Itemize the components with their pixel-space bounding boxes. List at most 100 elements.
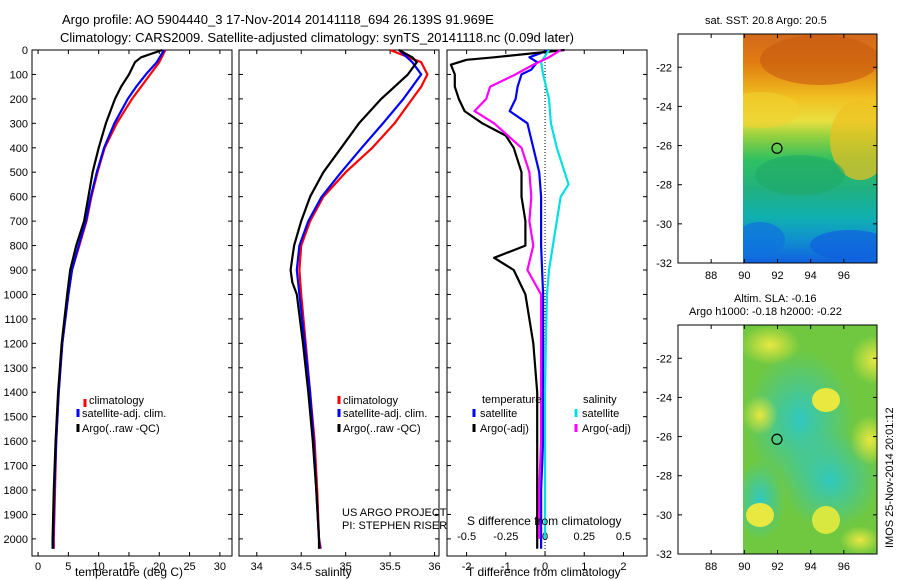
depth-tick-label: 1200 <box>4 338 28 350</box>
series-satellite-line <box>52 49 166 549</box>
x-tick-label: 5 <box>65 561 71 573</box>
map-x-tick-label: 92 <box>771 270 783 282</box>
map-y-tick-label: -30 <box>656 510 672 522</box>
legend-climatology-label: climatology <box>343 395 399 407</box>
x-tick-label: 34 <box>251 561 263 573</box>
temperature-panel-frame <box>31 49 233 557</box>
depth-axis: 0 100 200 300 400 500 600 700 800 900 1000 1100 1200… <box>4 45 28 546</box>
depth-tick-label: 300 <box>10 118 28 130</box>
sla-yellow-blob <box>850 335 877 385</box>
depth-tick-label: 500 <box>10 167 28 179</box>
temperature-legend: climatology satellite-adj. clim. Argo(..… <box>76 395 166 435</box>
map-y-tick-label: -22 <box>656 353 672 365</box>
depth-tick-label: 1400 <box>4 387 28 399</box>
sla-yellow-blob <box>743 325 800 365</box>
x-tick-label: 35 <box>340 561 352 573</box>
x-tick-label: 10 <box>93 561 105 573</box>
depth-tick-label: 700 <box>10 216 28 228</box>
argo-position-marker <box>771 142 783 154</box>
legend-salinity-heading: salinity <box>583 394 617 406</box>
salinity-legend: climatology satellite-adj. clim. Argo(..… <box>337 395 427 435</box>
map-y-tick-label: -30 <box>656 219 672 231</box>
legend-satellite-label: satellite-adj. clim. <box>82 408 166 420</box>
depth-tick-label: 1000 <box>4 289 28 301</box>
series-climatology-line <box>298 48 429 549</box>
legend-climatology-label: climatology <box>89 395 145 407</box>
legend-argo-label: Argo(..raw -QC) <box>82 423 160 435</box>
x-tick-label: 15 <box>123 561 135 573</box>
legend-s-satellite-label: satellite <box>582 408 619 420</box>
series-climatology-line <box>52 49 167 549</box>
map-x-tick-label: 96 <box>838 561 850 573</box>
x-tick-label: 0 <box>35 561 41 573</box>
argo-position-marker <box>771 433 783 445</box>
depth-tick-label: 1500 <box>4 412 28 424</box>
s-tick-label: -0.5 <box>457 531 476 543</box>
legend-temperature-heading: temperature <box>482 394 541 406</box>
series-argo-line <box>289 49 418 549</box>
salinity-plot: 34 34.5 35 35.5 36 <box>239 48 441 573</box>
sst-map-axes: 88 90 92 94 96 -22 -24 -26 -28 -30 -32 <box>656 34 877 282</box>
s-tick-label: 0.25 <box>574 531 595 543</box>
map-x-tick-label: 88 <box>705 270 717 282</box>
sst-blue-patch <box>810 230 877 260</box>
sst-warm-patch <box>760 35 877 85</box>
sst-blue-patch <box>743 222 785 258</box>
sst-yellow-patch <box>830 100 877 180</box>
s-tick-label: 0.5 <box>616 531 631 543</box>
map-x-tick-label: 90 <box>738 561 750 573</box>
map-y-tick-label: -32 <box>656 549 672 561</box>
legend-satellite-label: satellite-adj. clim. <box>343 408 427 420</box>
depth-tick-label: 1900 <box>4 509 28 521</box>
x-tick-label: 30 <box>214 561 226 573</box>
sla-yellow-blob <box>850 415 877 465</box>
salinity-panel-frame <box>238 49 440 557</box>
sla-yellow-blob <box>812 388 840 412</box>
series-s-satellite-line <box>539 49 570 539</box>
depth-tick-label: 1700 <box>4 461 28 473</box>
x-tick-label: -2 <box>462 561 472 573</box>
difference-xlabel: T difference from climatology <box>467 565 621 579</box>
map-y-tick-label: -26 <box>656 141 672 153</box>
sla-yellow-blob <box>743 395 778 435</box>
depth-tick-label: 400 <box>10 143 28 155</box>
depth-tick-label: 0 <box>22 45 28 57</box>
x-tick-label: 25 <box>183 561 195 573</box>
map-y-tick-label: -32 <box>656 258 672 270</box>
legend-s-argo-label: Argo(-adj) <box>582 423 631 435</box>
sla-map-field <box>743 325 877 554</box>
x-tick-label: 0 <box>542 561 548 573</box>
map-y-tick-label: -28 <box>656 471 672 483</box>
depth-tick-label: 1600 <box>4 436 28 448</box>
map-y-tick-label: -24 <box>656 392 672 404</box>
legend-t-argo-label: Argo(-adj) <box>480 423 529 435</box>
map-x-tick-label: 94 <box>805 561 817 573</box>
map-x-tick-label: 94 <box>805 270 817 282</box>
series-t-argo-line <box>449 48 565 549</box>
map-y-tick-label: -24 <box>656 101 672 113</box>
depth-tick-label: 200 <box>10 94 28 106</box>
map-x-tick-label: 88 <box>705 561 717 573</box>
map-y-tick-label: -22 <box>656 62 672 74</box>
depth-tick-label: 800 <box>10 241 28 253</box>
difference-xlabel-top: S difference from climatology <box>467 514 622 528</box>
x-tick-label: 34.5 <box>291 561 312 573</box>
series-argo-line <box>51 48 163 549</box>
sla-map-title-line1: Altim. SLA: -0.16 <box>734 293 817 305</box>
sst-green-patch <box>755 155 845 195</box>
sst-map-field <box>743 34 877 263</box>
difference-legend: temperature salinity satellite Argo(-adj… <box>472 394 631 435</box>
depth-tick-label: 1800 <box>4 485 28 497</box>
depth-tick-label: 1100 <box>4 314 28 326</box>
depth-tick-label: 600 <box>10 192 28 204</box>
map-x-tick-label: 90 <box>738 270 750 282</box>
figure-title-line1: Argo profile: AO 5904440_3 17-Nov-2014 2… <box>62 12 494 27</box>
legend-t-satellite-label: satellite <box>480 408 517 420</box>
x-tick-label: 2 <box>620 561 626 573</box>
depth-tick-label: 1300 <box>4 363 28 375</box>
sla-yellow-blob <box>812 506 840 534</box>
temperature-plot: 0 5 10 15 20 25 30 <box>32 48 232 573</box>
sla-yellow-blob <box>840 526 877 554</box>
map-y-tick-label: -28 <box>656 180 672 192</box>
